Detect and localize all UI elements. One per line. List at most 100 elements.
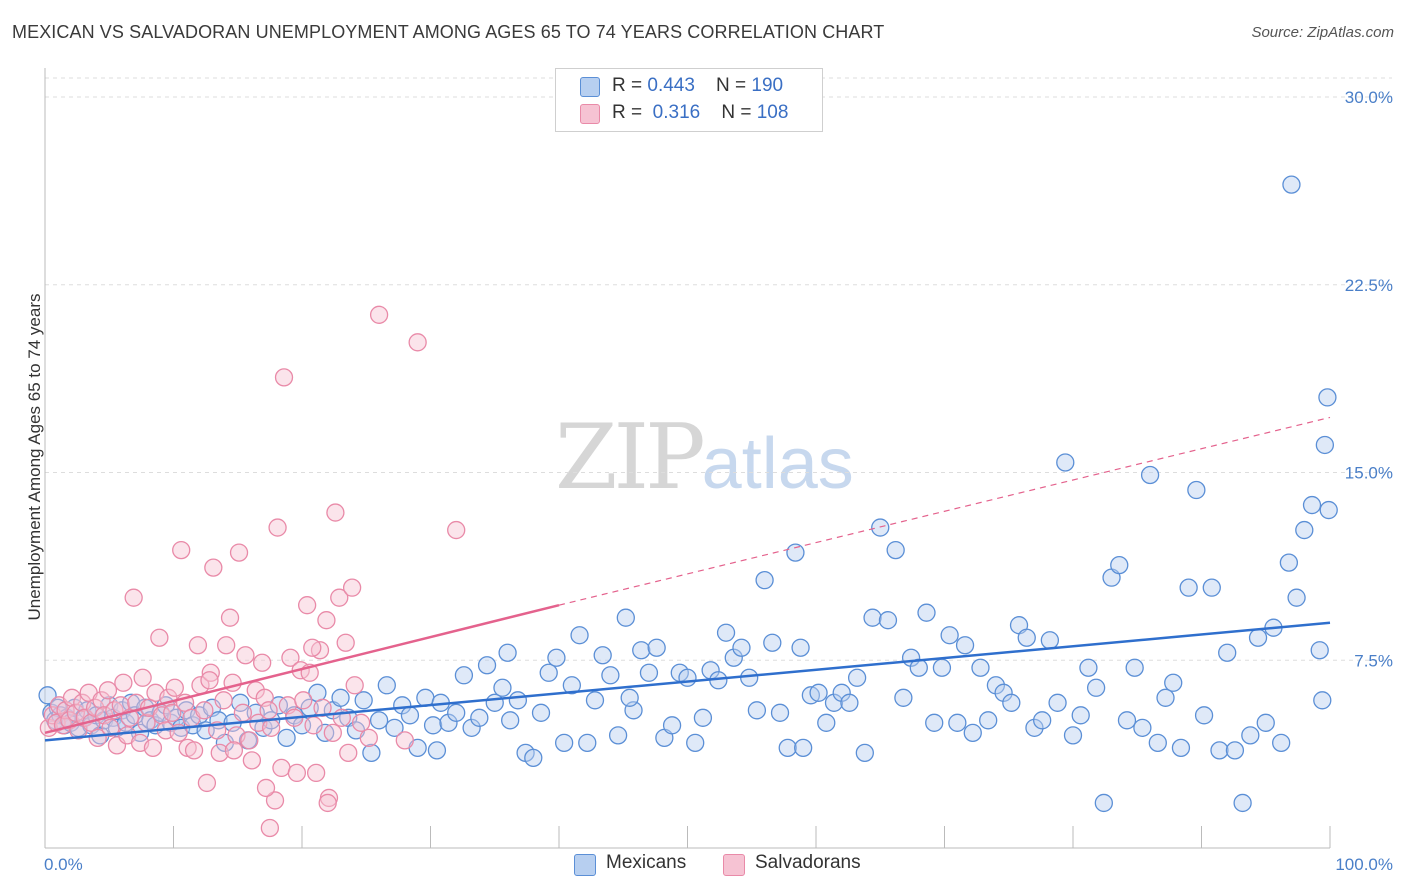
mexicans-point: [632, 641, 651, 660]
mexicans-point: [994, 683, 1013, 702]
y-tick-label: 22.5%: [1345, 276, 1393, 295]
mexicans-point: [1040, 631, 1060, 650]
mexicans-point: [1048, 693, 1067, 712]
salvadorans-point: [217, 636, 236, 655]
mexicans-point: [439, 713, 458, 732]
mexicans-point: [447, 703, 466, 722]
salvadorans-point: [214, 691, 233, 710]
salvadorans-point: [172, 540, 191, 560]
salvadorans-point: [133, 668, 152, 687]
mexicans-point: [1079, 658, 1098, 677]
mexicans-point: [732, 638, 751, 657]
mexicans-point: [385, 718, 404, 737]
legend-n-salvadorans: 108: [756, 102, 789, 123]
mexicans-point: [1210, 741, 1229, 760]
mexicans-point: [1025, 718, 1044, 737]
salvadorans-point: [342, 578, 362, 597]
salvadorans-point: [318, 793, 337, 813]
mexicans-point: [832, 683, 851, 702]
mexicans-point: [1094, 793, 1113, 813]
mexicans-point: [354, 691, 373, 710]
legend-r-mexicans: 0.443: [647, 75, 695, 96]
mexicans-swatch: [580, 77, 600, 97]
mexicans-point: [1002, 693, 1021, 712]
salvadorans-point: [253, 653, 272, 672]
mexicans-point: [1133, 718, 1152, 737]
y-axis-label: Unemployment Among Ages 65 to 74 years: [25, 294, 44, 621]
mexicans-point: [639, 663, 659, 682]
mexicans-point: [1302, 495, 1322, 515]
mexicans-point: [1179, 578, 1198, 597]
salvadorans-point: [281, 648, 300, 667]
mexicans-point: [940, 626, 959, 645]
salvadorans-point: [124, 588, 143, 607]
salvadorans-point: [204, 558, 223, 577]
salvadorans-point: [274, 368, 294, 387]
salvadorans-point: [336, 633, 355, 652]
salvadorans-point: [201, 663, 220, 682]
salvadorans-point: [240, 731, 259, 750]
y-tick-label: 30.0%: [1345, 88, 1393, 107]
salvadorans-point: [101, 718, 120, 737]
legend-n-mexicans: 190: [751, 75, 784, 96]
mexicans-point: [1315, 435, 1335, 455]
mexicans-point: [477, 656, 497, 675]
mexicans-point: [1272, 733, 1291, 753]
salvadorans-point: [259, 701, 278, 720]
mexicans-point: [601, 666, 620, 685]
watermark-zip: ZIP: [555, 405, 706, 510]
mexicans-point: [871, 518, 890, 537]
mexicans-point: [570, 626, 589, 645]
salvadorans-point: [88, 728, 107, 748]
salvadorans-point: [351, 713, 371, 732]
mexicans-point: [498, 643, 517, 662]
mexicans-point: [1282, 175, 1301, 194]
mexicans-point: [925, 713, 944, 732]
legend-r-salvadorans: 0.316: [652, 102, 701, 123]
correlation-legend: R = 0.443 N = 190 R = 0.316 N = 108: [555, 68, 823, 132]
salvadorans-point: [359, 728, 378, 748]
mexicans-point: [1279, 553, 1299, 572]
mexicans-point: [493, 678, 512, 697]
mexicans-point: [1140, 465, 1160, 485]
mexicans-point: [1110, 555, 1129, 575]
mexicans-point: [593, 646, 612, 665]
mexicans-point: [1202, 578, 1221, 597]
mexicans-point: [331, 688, 350, 707]
mexicans-point: [377, 676, 396, 695]
watermark: ZIPatlas: [555, 405, 854, 510]
mexicans-point: [763, 633, 782, 652]
mexicans-point: [1017, 628, 1036, 647]
mexicans-point: [1117, 711, 1137, 730]
mexicans-point: [1063, 726, 1083, 745]
mexicans-point: [662, 716, 682, 735]
salvadorans-point: [306, 763, 326, 783]
salvadorans-point: [369, 305, 389, 324]
mexicans-points: [38, 175, 1338, 813]
salvadorans-point: [150, 628, 169, 647]
mexicans-point: [794, 738, 813, 758]
mexicans-point: [1171, 738, 1191, 758]
salvadorans-point: [313, 698, 332, 717]
mexicans-point: [1071, 706, 1090, 725]
mexicans-point: [986, 676, 1006, 695]
mexicans-point: [400, 706, 420, 725]
mexicans-point: [562, 676, 581, 695]
series-legend: Mexicans Salvadorans: [0, 852, 1406, 878]
mexicans-point: [855, 743, 874, 763]
chart-title: MEXICAN VS SALVADORAN UNEMPLOYMENT AMONG…: [12, 22, 885, 42]
salvadorans-point: [163, 703, 182, 722]
mexicans-point: [1256, 713, 1275, 732]
salvadorans-point: [188, 636, 208, 655]
salvadorans-point: [92, 691, 111, 710]
salvadorans-point: [326, 503, 345, 522]
salvadorans-point: [220, 608, 240, 627]
salvadorans-point: [265, 791, 285, 810]
legend-r-label: R =: [612, 102, 648, 123]
mexicans-point: [1241, 726, 1260, 745]
salvadorans-point: [268, 518, 287, 537]
mexicans-point: [1248, 628, 1268, 647]
mexicans-point: [616, 608, 635, 627]
mexicans-point: [863, 608, 882, 627]
salvadorans-point: [256, 778, 276, 798]
